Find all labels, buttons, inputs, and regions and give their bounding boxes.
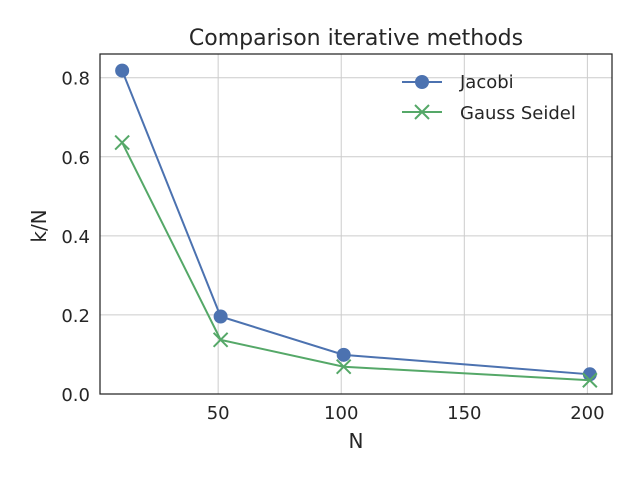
legend-label-jacobi: Jacobi [459, 72, 514, 93]
series-line-jacobi [121, 70, 590, 376]
y-tick-label: 0.2 [61, 306, 90, 327]
y-tick-label: 0.8 [61, 69, 90, 90]
y-tick-label: 0.0 [61, 385, 90, 406]
x-tick-label: 200 [570, 403, 604, 424]
x-tick-label: 150 [447, 403, 481, 424]
legend-label-gauss-seidel: Gauss Seidel [460, 103, 576, 124]
series-line-gauss-seidel [121, 142, 590, 382]
legend-item-jacobi: Jacobi [402, 72, 514, 93]
legend-marker-gauss-seidel [414, 104, 430, 120]
data-point-gauss-seidel [212, 332, 229, 348]
legend-item-gauss-seidel: Gauss Seidel [402, 103, 576, 124]
data-point-gauss-seidel [335, 359, 352, 375]
data-point-gauss-seidel [114, 134, 130, 151]
plot-frame [99, 53, 613, 395]
y-tick-label: 0.6 [61, 148, 90, 169]
data-point-gauss-seidel [582, 372, 598, 388]
data-point-jacobi [115, 63, 130, 78]
legend-marker-jacobi [415, 75, 429, 89]
y-axis-label: k/N [27, 209, 51, 242]
x-tick-label: 50 [207, 403, 230, 424]
x-tick-label: 100 [324, 403, 358, 424]
x-axis-label: N [349, 429, 364, 453]
y-tick-label: 0.4 [61, 227, 90, 248]
grid [100, 54, 612, 394]
chart-title: Comparison iterative methods [189, 26, 523, 51]
data-point-jacobi [213, 309, 228, 324]
series-layer [114, 63, 598, 388]
tick-labels: 50 100 150 200 0.0 0.2 0.4 0.6 0.8 [61, 69, 604, 424]
legend: Jacobi Gauss Seidel [402, 72, 576, 124]
data-point-jacobi [336, 347, 351, 362]
